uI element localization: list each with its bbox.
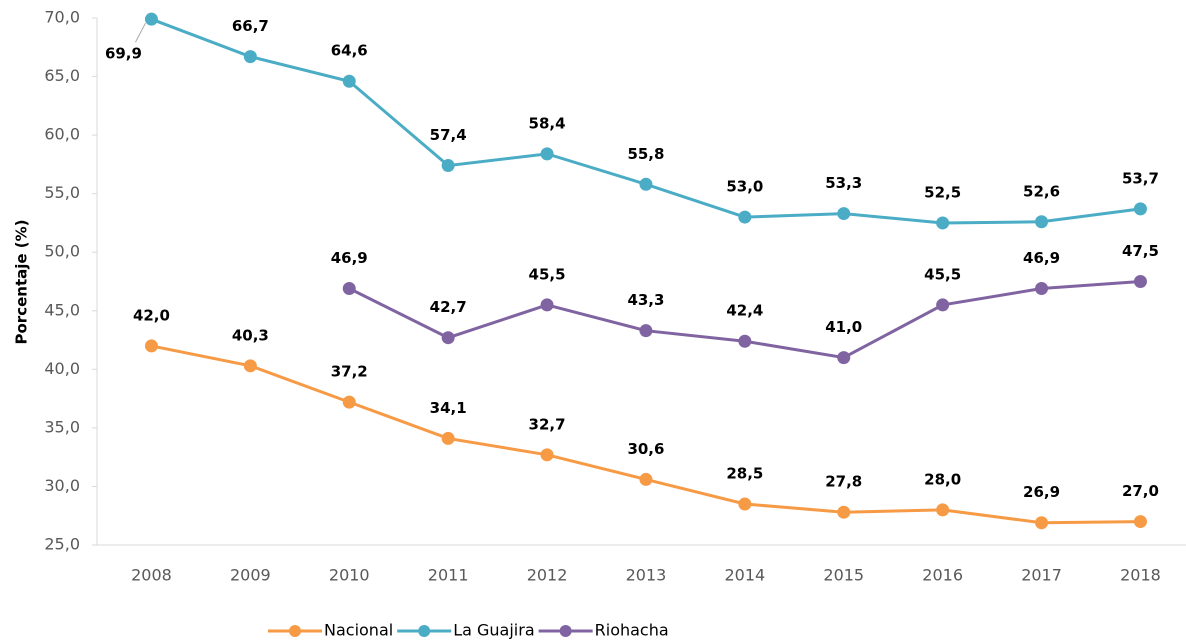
point	[936, 216, 950, 230]
data-label: 42,0	[133, 306, 170, 324]
y-tick-label: 30,0	[44, 476, 80, 495]
point	[1035, 215, 1049, 229]
data-label: 34,1	[430, 399, 467, 417]
data-label: 46,9	[1023, 249, 1060, 267]
y-tick-label: 50,0	[44, 242, 80, 261]
point	[441, 431, 455, 445]
y-tick-label: 45,0	[44, 300, 80, 319]
point	[342, 282, 356, 296]
point	[639, 324, 653, 338]
y-tick-label: 60,0	[44, 125, 80, 144]
point	[540, 147, 554, 161]
data-label: 27,0	[1122, 482, 1159, 500]
point	[243, 50, 257, 64]
x-tick-label: 2018	[1120, 566, 1161, 585]
data-label: 53,7	[1122, 169, 1159, 187]
point	[639, 472, 653, 486]
legend-marker	[559, 625, 572, 637]
point	[837, 505, 851, 519]
point	[738, 497, 752, 511]
data-label: 46,9	[331, 249, 368, 267]
data-label: 52,5	[924, 183, 961, 201]
series-line	[151, 344, 1141, 525]
point	[441, 331, 455, 345]
point	[738, 334, 752, 348]
data-label: 64,6	[331, 42, 368, 60]
data-label: 30,6	[627, 440, 664, 458]
legend-marker	[289, 625, 301, 637]
x-tick-label: 2017	[1021, 566, 1062, 585]
data-label: 26,9	[1023, 483, 1060, 501]
point	[540, 298, 554, 312]
legend-label: Riohacha	[595, 621, 669, 640]
data-label: 57,4	[430, 126, 467, 144]
data-label: 27,8	[825, 473, 862, 491]
point	[1133, 275, 1147, 288]
y-tick-label: 40,0	[44, 359, 80, 378]
x-tick-label: 2010	[329, 566, 370, 585]
data-label: 42,7	[430, 298, 467, 316]
y-tick-label: 35,0	[44, 417, 80, 436]
x-tick-label: 2013	[626, 566, 667, 585]
x-tick-label: 2008	[131, 566, 172, 585]
x-tick-label: 2016	[922, 566, 963, 585]
point	[1133, 515, 1147, 529]
point	[738, 210, 752, 224]
point	[342, 395, 356, 409]
data-label: 53,0	[726, 178, 763, 196]
data-label: 28,5	[726, 465, 763, 483]
data-label: 53,3	[825, 174, 862, 192]
point	[639, 177, 653, 191]
data-label: 37,2	[331, 363, 368, 381]
x-tick-label: 2015	[823, 566, 864, 585]
y-tick-label: 70,0	[44, 8, 80, 27]
point	[936, 503, 950, 517]
point	[144, 12, 158, 26]
x-tick-label: 2011	[428, 566, 469, 585]
x-tick-label: 2014	[724, 566, 765, 585]
data-label: 45,5	[529, 265, 566, 283]
point	[540, 448, 554, 462]
data-label: 32,7	[529, 415, 566, 433]
point	[144, 339, 158, 353]
data-label: 52,6	[1023, 182, 1060, 200]
point	[1035, 516, 1049, 530]
data-label: 66,7	[232, 17, 269, 35]
data-label: 28,0	[924, 470, 961, 488]
legend-label: Nacional	[324, 621, 393, 640]
point	[441, 159, 455, 173]
point	[1035, 282, 1049, 296]
data-label: 47,5	[1122, 242, 1159, 260]
data-label: 69,9	[105, 45, 142, 63]
point	[837, 351, 851, 365]
data-label: 45,5	[924, 265, 961, 283]
point	[1133, 202, 1147, 216]
x-tick-label: 2009	[230, 566, 271, 585]
legend-label: La Guajira	[453, 621, 534, 640]
data-label: 42,4	[726, 302, 763, 320]
point	[243, 359, 257, 373]
data-label: 40,3	[232, 326, 269, 344]
leader-line	[135, 22, 146, 43]
y-axis-label: Porcentaje (%)	[13, 219, 31, 344]
data-label: 43,3	[627, 291, 664, 309]
data-label: 58,4	[529, 114, 566, 132]
data-label: 41,0	[825, 318, 862, 336]
data-label: 55,8	[627, 145, 664, 163]
series-line	[150, 17, 1141, 225]
point	[837, 207, 851, 221]
legend-marker	[418, 625, 431, 637]
y-tick-label: 25,0	[44, 535, 80, 554]
y-tick-label: 55,0	[44, 183, 80, 202]
y-tick-label: 65,0	[44, 66, 80, 85]
point	[936, 298, 950, 312]
point	[342, 74, 356, 88]
x-tick-label: 2012	[527, 566, 568, 585]
